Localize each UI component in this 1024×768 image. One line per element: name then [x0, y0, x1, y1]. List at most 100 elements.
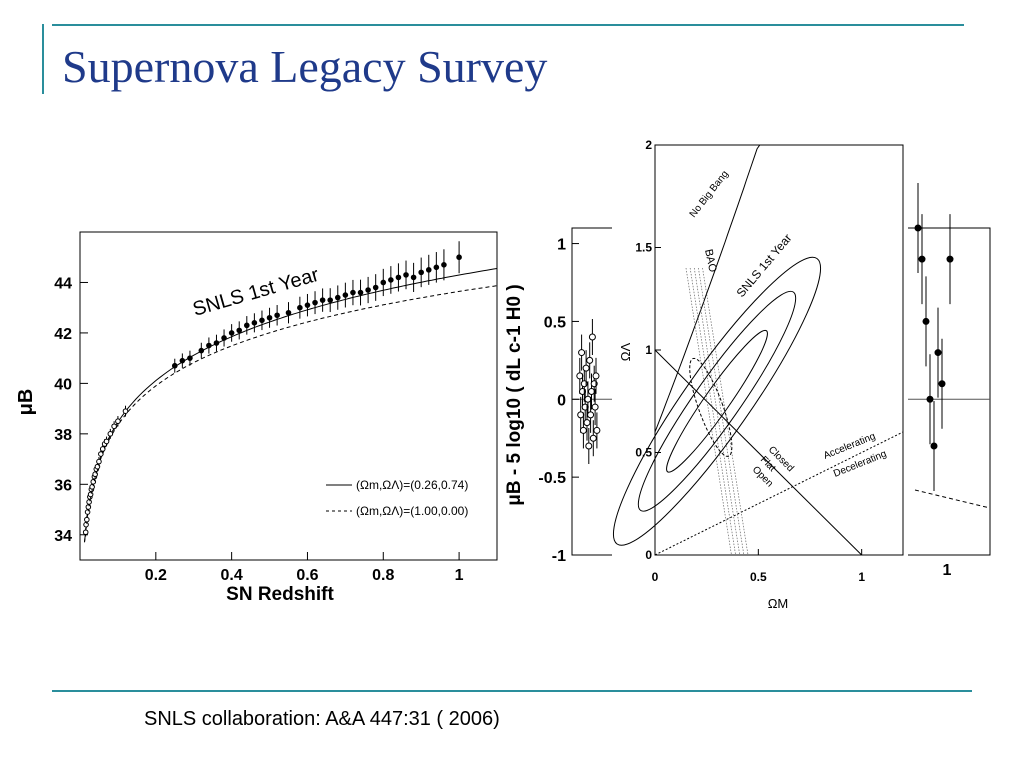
hubble-data-point: [327, 297, 334, 303]
omega-ytick-label: 1.5: [635, 241, 652, 255]
residual-point: [930, 442, 938, 450]
residual-point: [592, 372, 600, 380]
omega-ytick-label: 2: [645, 138, 652, 152]
hubble-data-point: [213, 340, 220, 346]
hubble-data-point: [179, 357, 186, 364]
hubble-data-point: [187, 355, 193, 361]
hubble-data-point: [99, 446, 106, 452]
hubble-data-point: [395, 274, 402, 281]
residual-point: [591, 403, 599, 411]
hubble-data-point: [365, 287, 371, 293]
bottom-accent-line: [52, 690, 972, 692]
omega-bao-line: [689, 267, 736, 556]
left-accent-line: [42, 24, 44, 94]
omega-xlabel: ΩM: [768, 596, 789, 611]
hubble-xtick-label: 1: [455, 567, 464, 584]
omega-bao-line: [698, 267, 745, 556]
residual-xtick-label: 1: [943, 562, 952, 579]
hubble-data-point: [171, 362, 178, 369]
hubble-data-point: [425, 267, 432, 273]
hubble-data-point: [418, 269, 424, 276]
omega-label-bao: BAO: [702, 248, 719, 274]
hubble-data-point: [111, 423, 117, 430]
residual-point: [582, 364, 590, 372]
top-accent-line: [52, 24, 964, 26]
hubble-ytick-label: 40: [54, 376, 72, 393]
residual-point: [587, 411, 595, 419]
omega-flat-line: [654, 349, 863, 556]
hubble-data-point: [285, 309, 292, 316]
omega-ytick-label: 0: [645, 548, 652, 562]
hubble-data-point: [312, 299, 318, 306]
omega-ytick-label: 0.5: [635, 446, 652, 460]
omega-bao-line: [685, 267, 732, 556]
hubble-data-point: [198, 347, 205, 354]
residual-point: [926, 395, 934, 403]
hubble-data-point: [297, 304, 303, 311]
hubble-data-point: [319, 297, 326, 303]
residual-point: [914, 224, 922, 232]
legend-solid-label: (Ωm,ΩΛ)=(0.26,0.74): [356, 478, 468, 492]
residual-ytick-label: 0.5: [544, 314, 566, 331]
residual-point: [589, 434, 597, 442]
hubble-data-point: [228, 330, 235, 336]
omega-xtick-label: 0.5: [750, 570, 767, 584]
hubble-data-point: [96, 458, 102, 465]
hubble-ylabel: μB: [15, 389, 37, 416]
hubble-ytick-label: 34: [54, 528, 72, 545]
hubble-data-point: [266, 314, 273, 321]
hubble-ytick-label: 38: [54, 427, 72, 444]
hubble-data-point: [403, 272, 409, 278]
hubble-data-point: [380, 279, 387, 286]
hubble-data-point: [334, 294, 341, 301]
hubble-data-point: [206, 342, 212, 349]
hubble-data-point: [221, 335, 227, 341]
hubble-ytick-label: 44: [54, 275, 72, 292]
hubble-data-point: [456, 254, 462, 261]
hubble-ytick-label: 42: [54, 326, 72, 343]
residual-ylabel: μB - 5 log10 ( dL c-1 H0 ): [504, 284, 525, 505]
hubble-data-point: [342, 292, 349, 298]
residual-ytick-label: -0.5: [538, 470, 566, 487]
hubble-data-point: [259, 317, 265, 324]
residual-point: [918, 255, 926, 263]
hubble-data-point: [350, 289, 356, 296]
omega-no-big-bang-curve: [654, 144, 763, 433]
residual-ytick-label: 0: [557, 392, 566, 409]
hubble-data-point: [410, 274, 417, 281]
residual-point: [585, 442, 593, 450]
residual-point: [593, 426, 601, 434]
hubble-data-point: [244, 322, 250, 329]
hubble-data-point: [251, 320, 258, 326]
residual-ytick-label: 1: [557, 237, 566, 254]
hubble-data-point: [115, 418, 121, 425]
residual-point: [934, 349, 942, 357]
omega-snls-contour: [612, 256, 822, 546]
hubble-data-point: [433, 264, 440, 271]
hubble-data-point: [304, 302, 311, 308]
hubble-data-point: [274, 312, 280, 319]
citation: SNLS collaboration: A&A 447:31 ( 2006): [144, 708, 500, 730]
omega-xtick-label: 1: [858, 570, 865, 584]
hubble-xlabel: SN Redshift: [226, 584, 334, 605]
hubble-data-point: [84, 516, 90, 523]
hubble-data-point: [236, 327, 243, 334]
residual-point: [586, 356, 594, 364]
omega-ytick-label: 1: [645, 343, 652, 357]
omega-frame: [654, 144, 904, 556]
residual-point: [946, 255, 954, 263]
residual-point: [578, 349, 586, 357]
hubble-data-point: [388, 277, 394, 283]
hubble-data-point: [107, 431, 114, 437]
hubble-data-point: [98, 451, 104, 457]
omega-combined-contour: [689, 357, 733, 457]
residual-point: [938, 380, 946, 388]
hubble-data-point: [122, 408, 129, 414]
hubble-xtick-label: 0.4: [221, 567, 243, 584]
hubble-data-point: [103, 438, 110, 445]
residual-point: [922, 317, 930, 325]
hubble-xtick-label: 0.8: [372, 567, 394, 584]
omega-snls-contour: [637, 290, 797, 512]
residual-point: [588, 333, 596, 341]
